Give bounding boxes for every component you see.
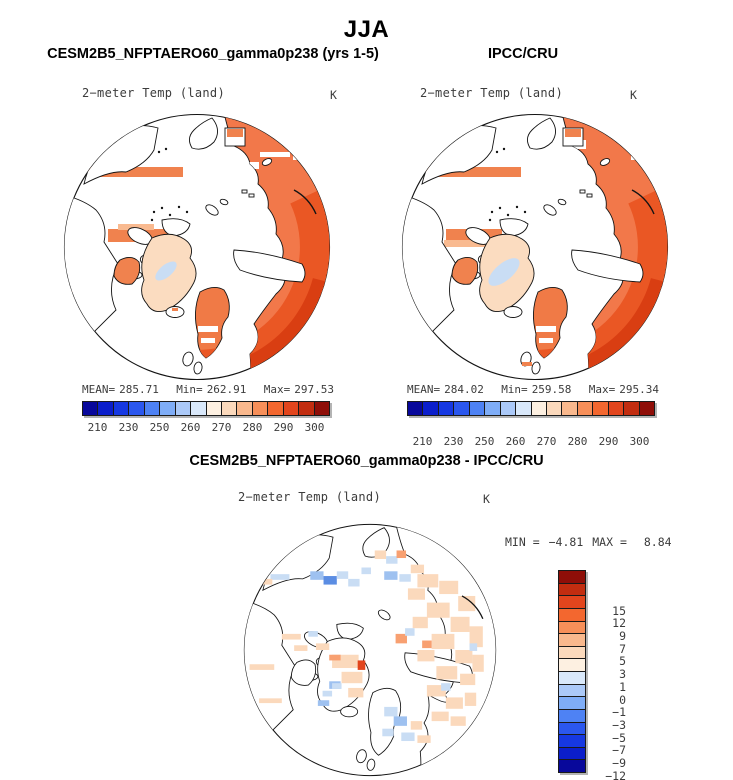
obs-map	[401, 113, 669, 381]
model-stats-line: MEAN= 285.71 Min= 262.91 Max= 297.53	[82, 383, 334, 396]
model-variable-label: 2−meter Temp (land)	[82, 86, 225, 100]
model-map-coast-stripe	[88, 167, 183, 177]
diff-stats-line: MIN = −4.81 MAX = 8.84	[505, 535, 672, 549]
obs-map-novaya-zemlya	[631, 189, 655, 215]
obs-map-greenland-ice	[488, 258, 520, 286]
model-map-baffin	[113, 257, 141, 285]
obs-units-label: K	[630, 88, 637, 102]
season-title: JJA	[343, 16, 390, 43]
model-map-greenland-ice	[155, 261, 177, 281]
obs-colorbar-ticks: 210 230 250 260 270 280 290 300	[412, 435, 650, 448]
model-panel-title: CESM2B5_NFPTAERO60_gamma0p238 (yrs 1-5)	[47, 46, 379, 62]
diff-units-label: K	[483, 492, 490, 506]
diff-panel-title: CESM2B5_NFPTAERO60_gamma0p238 - IPCC/CRU	[189, 453, 544, 469]
obs-stats-line: MEAN= 284.02 Min= 259.58 Max= 295.34	[407, 383, 659, 396]
obs-map-coast-stripe	[426, 167, 521, 177]
diff-map-anomaly-patches	[249, 550, 484, 743]
model-map-novaya-zemlya	[293, 189, 317, 215]
diff-variable-label: 2−meter Temp (land)	[238, 490, 381, 504]
diff-colorbar	[558, 570, 586, 773]
obs-panel-title: IPCC/CRU	[487, 46, 559, 62]
diff-map	[243, 523, 497, 777]
model-colorbar	[82, 401, 330, 416]
model-map-chukotka	[189, 117, 218, 150]
obs-map-baffin	[451, 257, 479, 285]
obs-variable-label: 2−meter Temp (land)	[420, 86, 563, 100]
model-units-label: K	[330, 88, 337, 102]
obs-map-chukotka	[527, 117, 556, 150]
model-map-barents-sea	[233, 249, 306, 283]
diff-map-novaya-zemlya	[461, 595, 484, 619]
model-map	[63, 113, 331, 381]
model-colorbar-ticks: 210 230 250 260 270 280 290 300	[87, 421, 325, 434]
diff-map-scandinavia	[368, 687, 402, 756]
obs-map-barents-sea	[571, 249, 644, 283]
obs-colorbar	[407, 401, 655, 416]
